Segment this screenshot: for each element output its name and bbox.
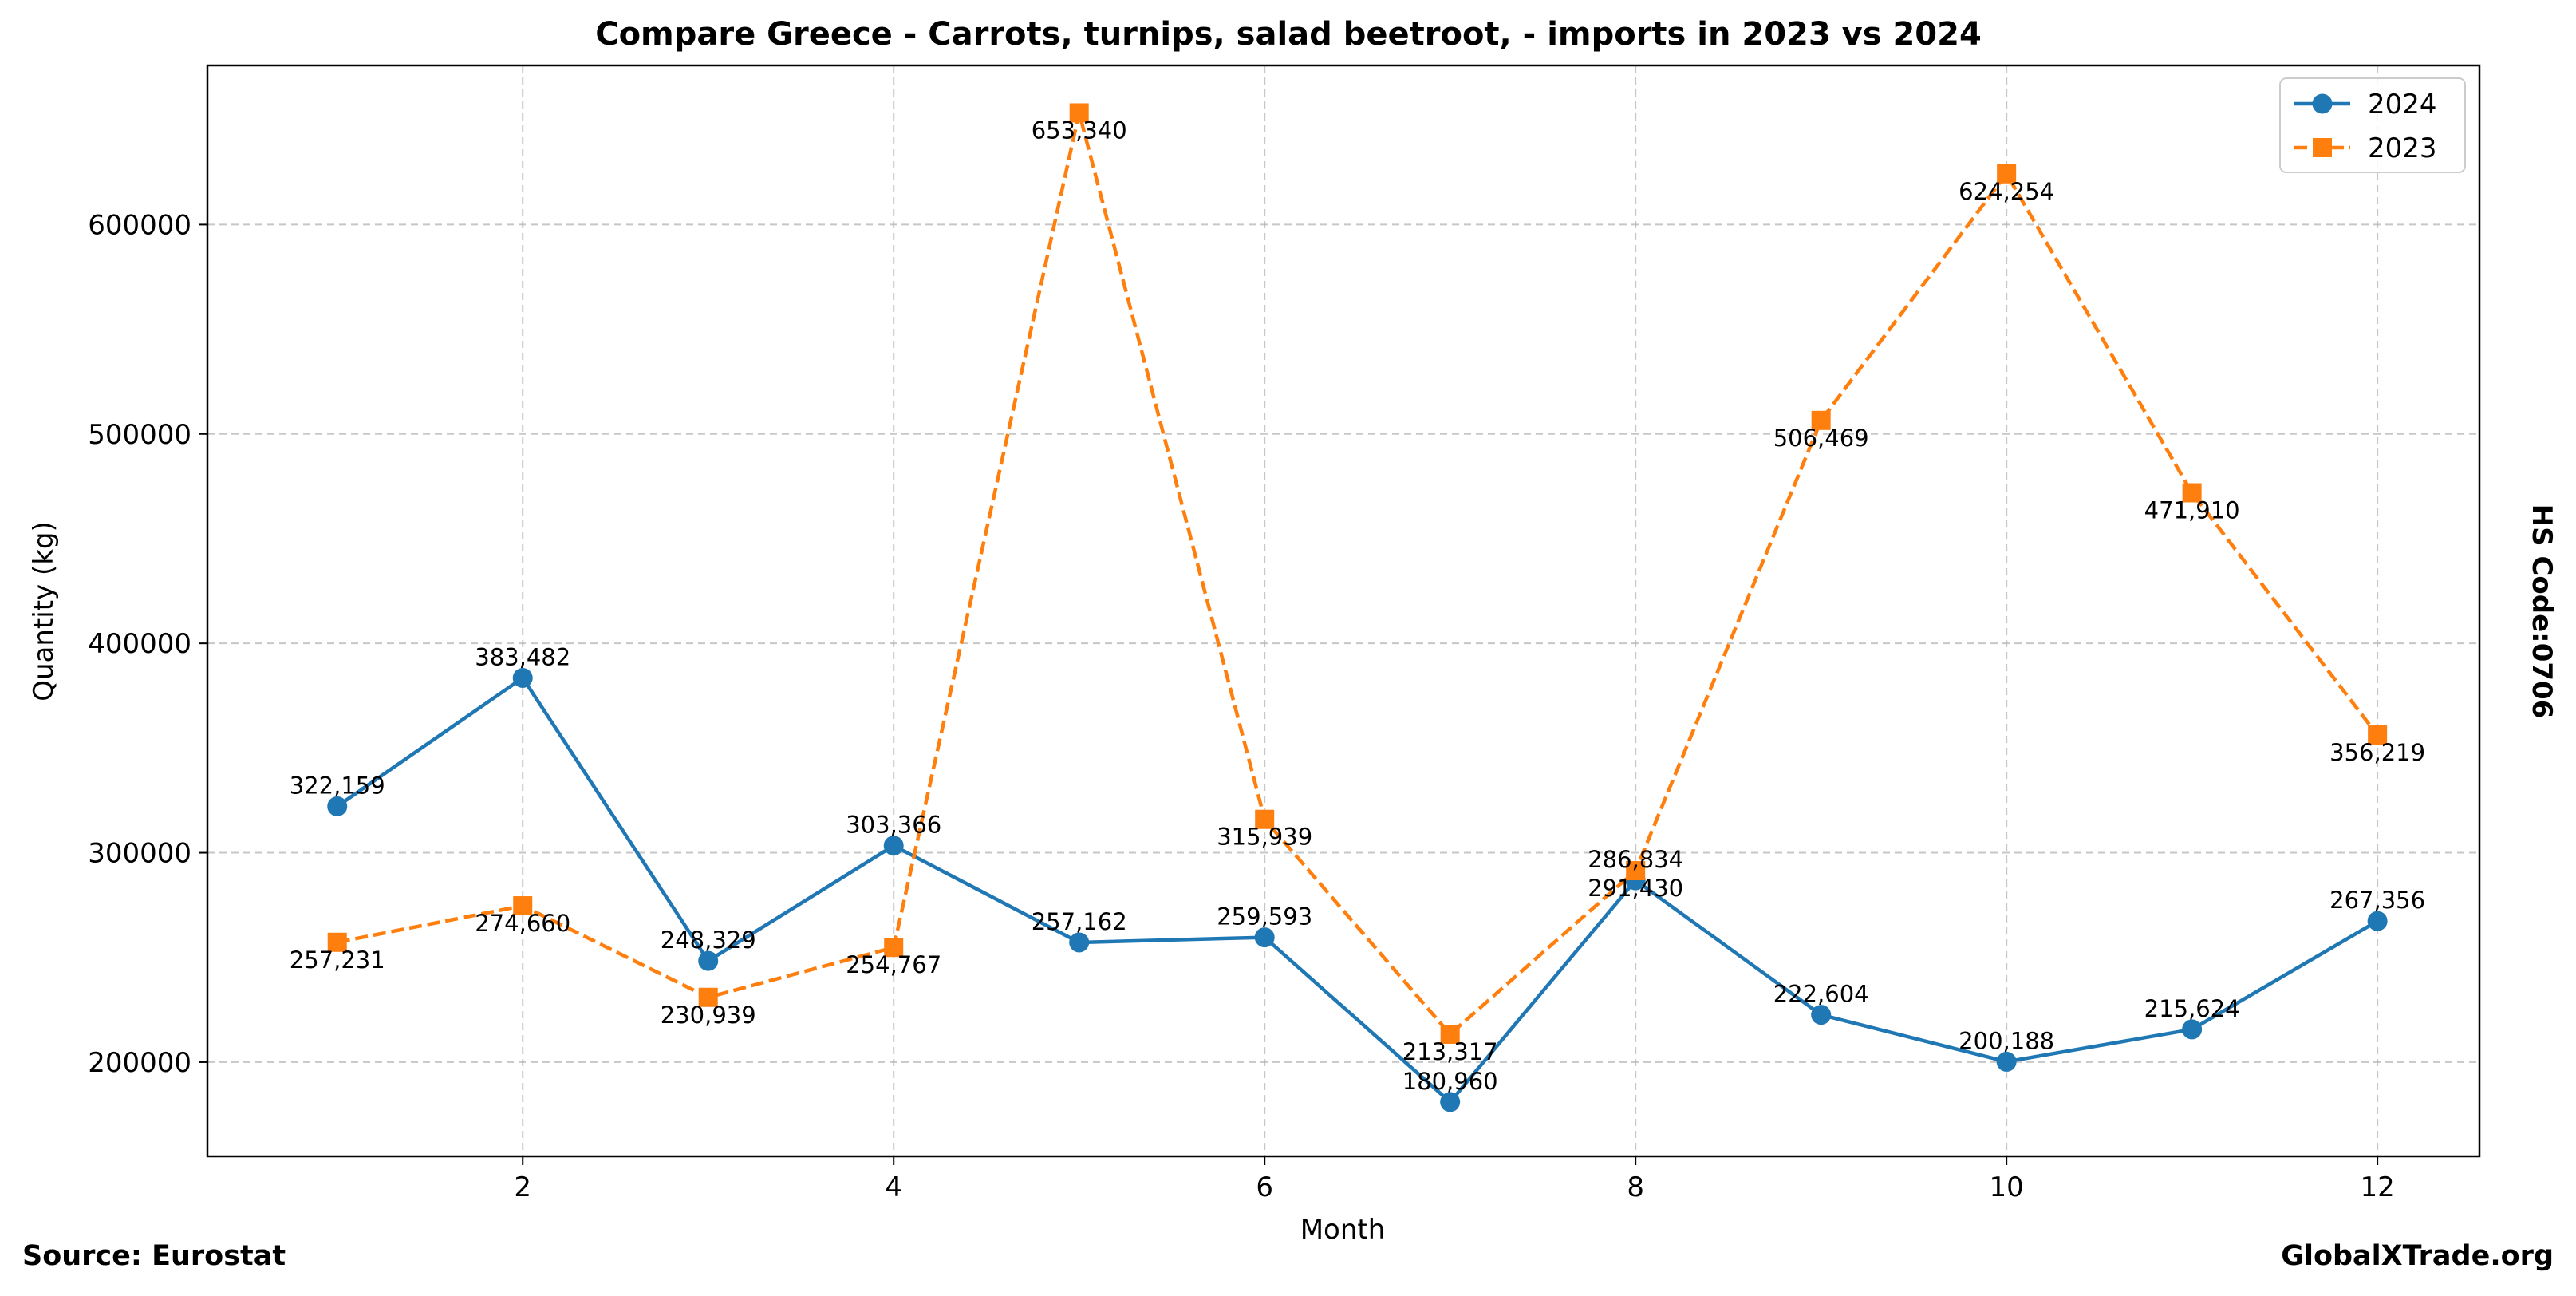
data-point-2023 [2368,725,2388,745]
data-point-2023 [1626,861,1646,881]
y-tick-label: 200000 [88,1047,191,1079]
grid-lines [207,65,2479,1156]
data-point-2024 [883,836,904,856]
data-point-2024 [1996,1051,2017,1072]
legend-label-2023: 2023 [2368,132,2437,164]
x-axis-label: Month [1300,1214,1386,1246]
hs-code-label: HS Code:0706 [2526,504,2558,719]
data-label-2024: 248,329 [661,927,756,954]
series-line-2023 [337,111,2379,1037]
data-label-2024: 200,188 [1959,1027,2054,1054]
source-label: Source: Eurostat [22,1240,286,1272]
data-point-2024 [512,668,533,689]
data-label-2023: 213,317 [1402,1038,1498,1065]
data-label-2024: 259,593 [1217,903,1312,931]
data-point-2024 [698,950,719,971]
brand-label: GlobalXTrade.org [2281,1240,2554,1272]
data-label-2024: 322,159 [290,772,385,799]
data-label-2023: 291,430 [1588,875,1683,902]
data-label-2023: 230,939 [661,1002,756,1029]
data-point-2023 [1069,103,1089,123]
data-point-2024 [1811,1005,1832,1025]
x-tick-label: 8 [1627,1172,1644,1203]
data-label-2023: 506,469 [1773,425,1869,452]
y-tick-label: 400000 [88,628,191,660]
data-label-2024: 180,960 [1402,1068,1498,1095]
y-axis-label: Quantity (kg) [28,521,60,701]
x-tick-label: 2 [514,1172,531,1203]
x-tick-label: 4 [885,1172,902,1203]
data-label-2023: 315,939 [1217,824,1312,851]
data-label-2023: 274,660 [475,910,570,937]
data-point-2024 [2367,911,2388,931]
series-line-2024 [336,676,2379,1104]
legend: 2024 2023 [2279,77,2466,173]
data-label-2024: 267,356 [2329,887,2425,914]
x-tick-label: 6 [1256,1172,1273,1203]
data-label-2024: 303,366 [846,812,941,839]
plot-frame [206,64,2481,1158]
data-label-2024: 222,604 [1773,981,1869,1008]
data-label-2023: 254,767 [846,951,941,978]
data-point-2023 [1997,164,2017,184]
y-tick-label: 300000 [88,838,191,870]
data-point-2023 [1255,809,1275,829]
data-point-2023 [698,987,718,1007]
data-label-2024: 257,162 [1032,908,1127,935]
data-point-2024 [1069,932,1090,953]
axis-ticks: 2 4 6 8 10 12 200000 300000 400000 500000 600000 [88,209,2395,1203]
data-point-2024 [1440,1092,1461,1112]
legend-marker-2024 [2312,93,2333,114]
data-point-2023 [1440,1024,1460,1044]
series-lines [327,103,2388,1112]
y-tick-label: 600000 [88,209,191,241]
legend-marker-2023 [2313,138,2332,157]
data-labels: 322,159 383,482 248,329 303,366 257,162 259,5… [290,117,2425,1094]
data-label-2023: 356,219 [2329,739,2425,766]
data-point-2024 [327,796,348,816]
legend-label-2024: 2024 [2368,89,2437,121]
y-tick-label: 500000 [88,419,191,451]
data-point-2023 [327,932,347,952]
data-label-2024: 215,624 [2144,995,2240,1022]
data-label-2023: 257,231 [290,946,385,974]
data-point-2023 [1811,410,1831,430]
x-tick-label: 12 [2360,1172,2394,1203]
data-point-2023 [513,896,533,916]
data-label-2024: 286,834 [1588,846,1683,873]
x-tick-label: 10 [1990,1172,2024,1203]
data-label-2023: 624,254 [1959,178,2054,205]
data-point-2024 [1254,927,1275,948]
data-point-2023 [2182,483,2202,503]
data-point-2023 [884,938,904,958]
data-label-2024: 383,482 [475,644,570,671]
data-label-2023: 653,340 [1032,117,1127,144]
chart-title: Compare Greece - Carrots, turnips, salad… [595,16,1982,53]
data-label-2023: 471,910 [2144,496,2240,524]
data-point-2024 [2182,1019,2203,1040]
